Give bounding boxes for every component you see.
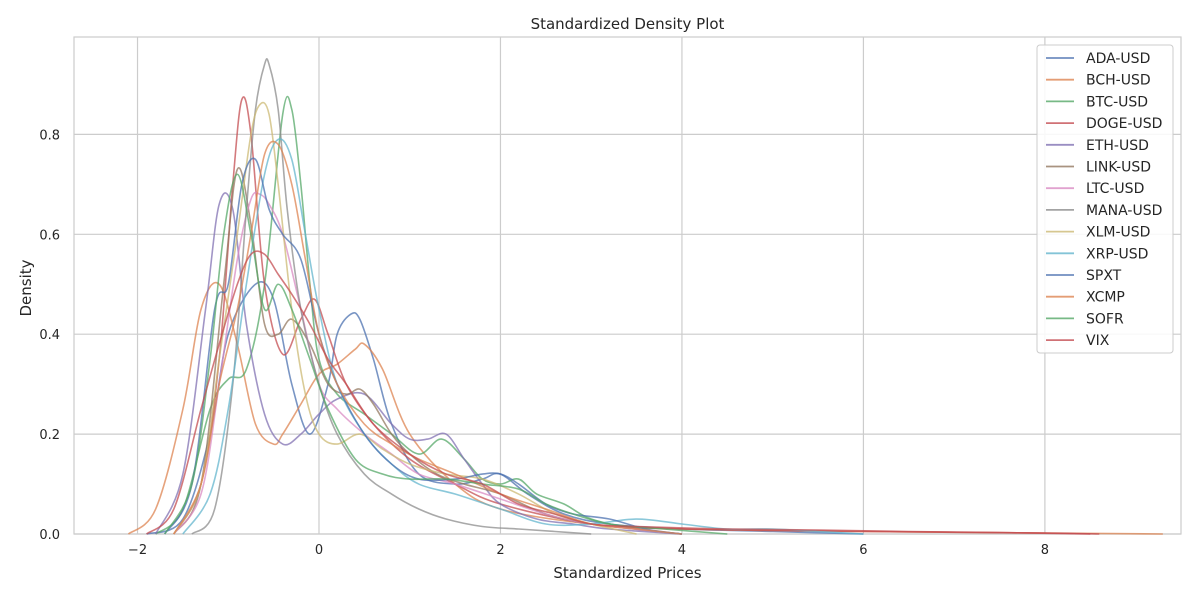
legend-entry: LTC-USD: [1086, 181, 1144, 197]
series-line-xcmp: [173, 140, 683, 535]
y-tick-label: 0.2: [39, 428, 60, 443]
legend-entry: XCMP: [1086, 290, 1125, 306]
x-tick-labels: −2 0 2 4 6 8: [128, 543, 1049, 558]
chart-title: Standardized Density Plot: [531, 15, 725, 33]
x-tick-label: 2: [496, 543, 504, 558]
series-line-link-usd: [173, 166, 683, 535]
legend-entry: VIX: [1086, 333, 1110, 349]
legend-entry: ETH-USD: [1086, 138, 1149, 154]
series-line-sofr: [164, 173, 728, 535]
y-tick-label: 0.0: [39, 528, 60, 543]
series-line-vix: [146, 250, 1091, 535]
legend-box: [1036, 44, 1174, 354]
legend-entry: SPXT: [1086, 268, 1122, 284]
y-tick-label: 0.6: [39, 228, 60, 243]
legend-entry: SOFR: [1086, 311, 1124, 327]
legend-entry: BCH-USD: [1086, 73, 1151, 89]
y-tick-labels: 0.0 0.2 0.4 0.6 0.8: [39, 128, 60, 543]
x-tick-label: 0: [315, 543, 323, 558]
series-line-mana-usd: [191, 58, 592, 535]
legend-entry: ADA-USD: [1086, 51, 1150, 67]
x-axis-label: Standardized Prices: [553, 564, 701, 582]
series-lines: [127, 58, 1163, 535]
series-line-eth-usd: [154, 192, 682, 535]
plot-frame: [73, 36, 1182, 535]
legend-entry: DOGE-USD: [1086, 116, 1162, 132]
x-tick-label: 6: [859, 543, 867, 558]
x-tick-label: 8: [1041, 543, 1049, 558]
y-tick-label: 0.4: [39, 328, 60, 343]
x-tick-label: 4: [678, 543, 686, 558]
x-tick-label: −2: [128, 543, 147, 558]
legend-entry: MANA-USD: [1086, 203, 1162, 219]
y-tick-label: 0.8: [39, 128, 60, 143]
series-line-xlm-usd: [173, 101, 637, 535]
legend-entry: XLM-USD: [1086, 225, 1150, 241]
legend: ADA-USD BCH-USD BTC-USD DOGE-USD ETH-USD LINK…: [1036, 44, 1174, 354]
y-axis-label: Density: [17, 259, 35, 316]
legend-entry: XRP-USD: [1086, 246, 1148, 262]
legend-entry: LINK-USD: [1086, 160, 1151, 176]
legend-entry: BTC-USD: [1086, 94, 1148, 110]
